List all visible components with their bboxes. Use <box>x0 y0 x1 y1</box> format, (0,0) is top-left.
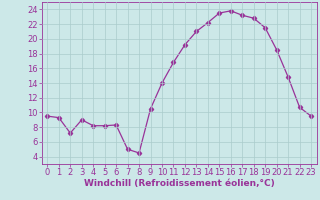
X-axis label: Windchill (Refroidissement éolien,°C): Windchill (Refroidissement éolien,°C) <box>84 179 275 188</box>
